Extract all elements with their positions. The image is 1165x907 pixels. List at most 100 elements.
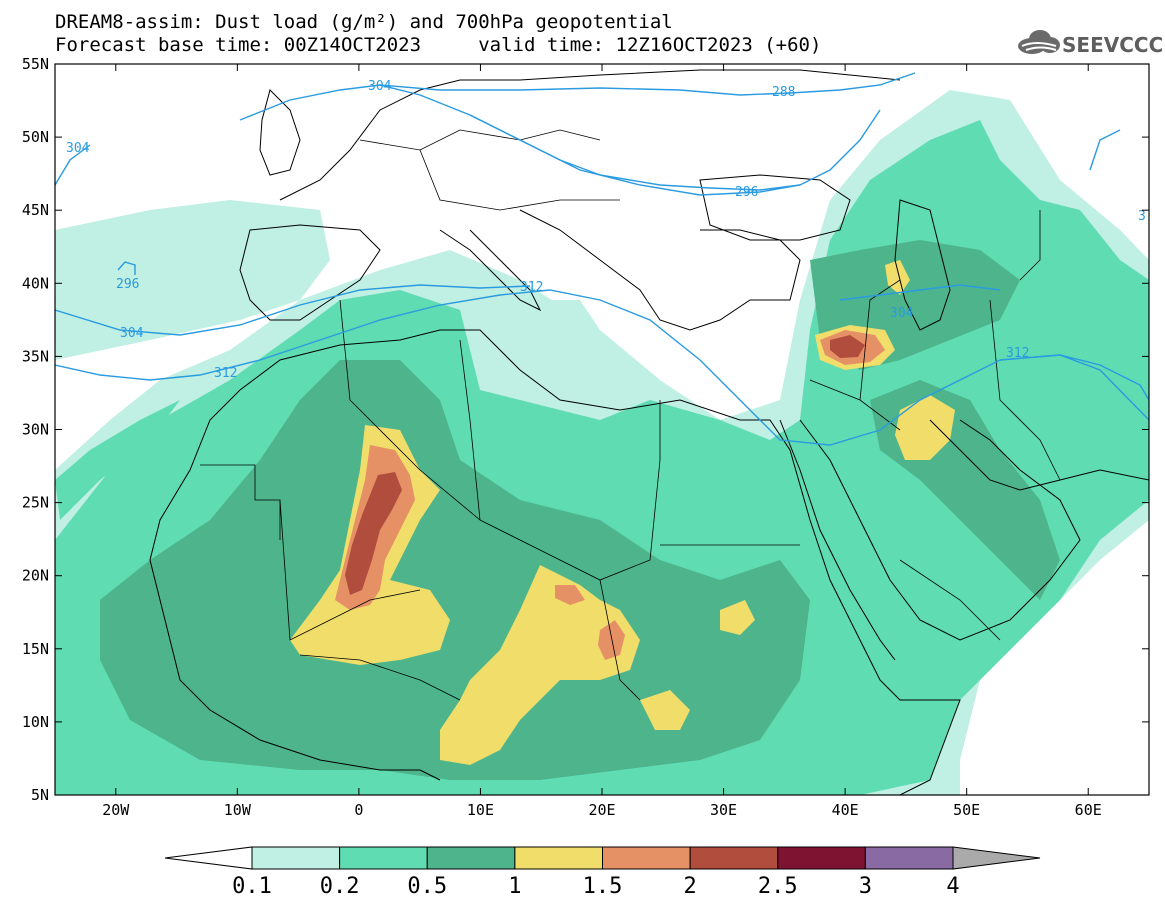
lon-tick-label: 10W bbox=[224, 801, 252, 819]
border-segment bbox=[359, 129, 601, 151]
dust-area-dark bbox=[100, 360, 810, 780]
contour-304-west bbox=[55, 144, 91, 186]
contour-304-mid bbox=[55, 284, 531, 336]
contour-label: 312 bbox=[214, 366, 237, 381]
lat-tick-label: 10N bbox=[22, 713, 49, 731]
coastlines bbox=[149, 69, 1149, 795]
contour-label: 296 bbox=[735, 185, 758, 200]
colorbar-label: 4 bbox=[946, 874, 959, 899]
latitude-axis: 55N 50N 45N 40N 35N 30N 25N 20N 15N 10N 5N bbox=[22, 55, 1149, 804]
colorbar-label: 0.1 bbox=[232, 874, 272, 899]
map-area: 304 304 288 296 296 312 304 312 304 312 … bbox=[55, 64, 1149, 795]
border-segment bbox=[419, 149, 620, 211]
contour-312-upper bbox=[55, 289, 1149, 446]
contour-label: 296 bbox=[116, 277, 139, 292]
lat-tick-label: 15N bbox=[22, 640, 49, 658]
lat-tick-label: 50N bbox=[22, 128, 49, 146]
contour-296-north bbox=[469, 109, 881, 196]
coastline-iberia bbox=[239, 224, 381, 321]
cloud-icon bbox=[1018, 30, 1060, 54]
lat-tick-label: 20N bbox=[22, 567, 49, 585]
lon-tick-label: 60E bbox=[1075, 801, 1102, 819]
lon-tick-label: 10E bbox=[467, 801, 494, 819]
coastline-red-sea bbox=[779, 419, 896, 661]
dust-area-yellow-iraq bbox=[895, 395, 955, 460]
lat-tick-label: 45N bbox=[22, 201, 49, 219]
lon-tick-label: 0 bbox=[354, 801, 363, 819]
coastline-black-sea bbox=[699, 174, 851, 241]
dust-area-orange-chad2 bbox=[555, 585, 585, 605]
dust-area-light-west bbox=[55, 200, 330, 360]
colorbar-swatch bbox=[514, 846, 603, 870]
longitude-axis: 20W 10W 0 10E 20E 30E 40E 50E 60E bbox=[102, 64, 1102, 819]
map-title-line1: DREAM8-assim: Dust load (g/m²) and 700hP… bbox=[55, 11, 673, 33]
borders bbox=[200, 129, 1061, 701]
colorbar-label: 0.5 bbox=[407, 874, 447, 899]
colorbar-label: 0.2 bbox=[320, 874, 360, 899]
border-segment bbox=[859, 279, 901, 401]
contour-label: 304 bbox=[66, 141, 90, 156]
lon-tick-label: 20W bbox=[102, 801, 130, 819]
border-segment bbox=[479, 400, 661, 581]
lat-tick-label: 5N bbox=[31, 786, 49, 804]
colorbar: 0.1 0.2 0.5 1 1.5 2 2.5 3 4 bbox=[164, 846, 1041, 899]
lat-tick-label: 40N bbox=[22, 274, 49, 292]
lat-tick-label: 55N bbox=[22, 55, 49, 73]
dust-area-medium-atlantic bbox=[55, 400, 180, 520]
contour-label: 304 bbox=[120, 326, 144, 341]
coastline-gulf-guinea bbox=[149, 559, 441, 781]
dust-area-yellow-spot bbox=[720, 600, 755, 635]
contour-3-east bbox=[1089, 129, 1121, 171]
dust-area-light-med bbox=[460, 300, 600, 345]
colorbar-swatch bbox=[602, 846, 691, 870]
seevccc-logo bbox=[1018, 30, 1060, 54]
contour-labels: 304 304 288 296 296 312 304 312 304 312 … bbox=[66, 79, 1146, 381]
contour-label: 304 bbox=[368, 79, 392, 94]
logo-text: SEEVCCC bbox=[1062, 33, 1164, 57]
geopotential-contours bbox=[55, 72, 1149, 446]
colorbar-swatch bbox=[864, 846, 954, 870]
colorbar-swatch bbox=[777, 846, 866, 870]
border-segment bbox=[279, 499, 421, 641]
lon-tick-label: 50E bbox=[953, 801, 980, 819]
lon-tick-label: 30E bbox=[710, 801, 737, 819]
contour-296-small bbox=[117, 261, 136, 275]
lat-tick-label: 30N bbox=[22, 421, 49, 439]
contour-label: 304 bbox=[890, 306, 914, 321]
colorbar-under-triangle bbox=[164, 846, 253, 870]
coastline-caspian bbox=[894, 199, 951, 331]
dust-shading bbox=[55, 90, 1149, 795]
border-segment bbox=[989, 299, 1061, 481]
coastline-africa bbox=[149, 329, 961, 795]
colorbar-swatch bbox=[689, 846, 779, 870]
coastline-persian-gulf bbox=[929, 419, 1149, 491]
contour-label: 312 bbox=[1006, 346, 1029, 361]
colorbar-label: 1.5 bbox=[583, 874, 623, 899]
contour-label: 312 bbox=[520, 280, 543, 295]
colorbar-label: 2 bbox=[684, 874, 697, 899]
colorbar-swatch bbox=[339, 846, 428, 870]
contour-304-east bbox=[839, 284, 1001, 301]
dust-area-yellow-chad bbox=[440, 565, 640, 765]
border-segment bbox=[459, 339, 481, 521]
contour-288 bbox=[379, 72, 916, 96]
colorbar-label: 3 bbox=[859, 874, 872, 899]
coastline-europe bbox=[279, 69, 901, 201]
colorbar-label: 1 bbox=[508, 874, 521, 899]
colorbar-label: 2.5 bbox=[758, 874, 798, 899]
dust-area-orange-chad bbox=[598, 620, 625, 660]
contour-label: 3 bbox=[1138, 209, 1146, 224]
lat-tick-label: 35N bbox=[22, 347, 49, 365]
border-segment bbox=[899, 559, 1001, 641]
border-segment bbox=[1019, 210, 1041, 281]
dust-area-yellow-sudan bbox=[640, 690, 690, 730]
colorbar-swatch bbox=[426, 846, 516, 870]
dust-area-red-iraq bbox=[830, 335, 865, 358]
border-segment bbox=[200, 464, 281, 540]
coastline-arabia bbox=[799, 419, 1081, 641]
lon-tick-label: 40E bbox=[832, 801, 859, 819]
lat-tick-label: 25N bbox=[22, 494, 49, 512]
colorbar-over-triangle bbox=[952, 846, 1041, 870]
coastline-britain bbox=[259, 89, 301, 176]
